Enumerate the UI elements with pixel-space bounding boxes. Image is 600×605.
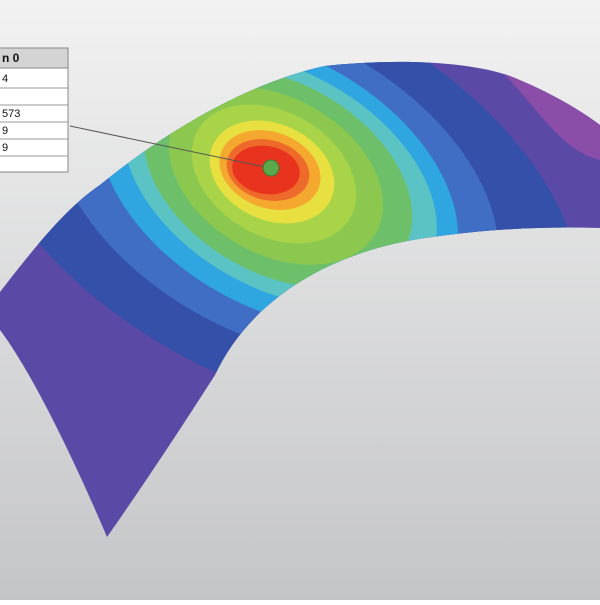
probe-table: n 0 4 573 9 9 [0, 47, 69, 173]
table-cell: 573 [2, 108, 20, 120]
probe-point [262, 159, 280, 177]
table-cell: 9 [2, 142, 8, 154]
table-header: n 0 [2, 51, 20, 65]
table-cell: 9 [2, 125, 8, 137]
table-frame [0, 47, 69, 173]
probe-leader [69, 125, 271, 169]
table-cell: 4 [2, 73, 8, 85]
table-header-bg [0, 47, 69, 69]
